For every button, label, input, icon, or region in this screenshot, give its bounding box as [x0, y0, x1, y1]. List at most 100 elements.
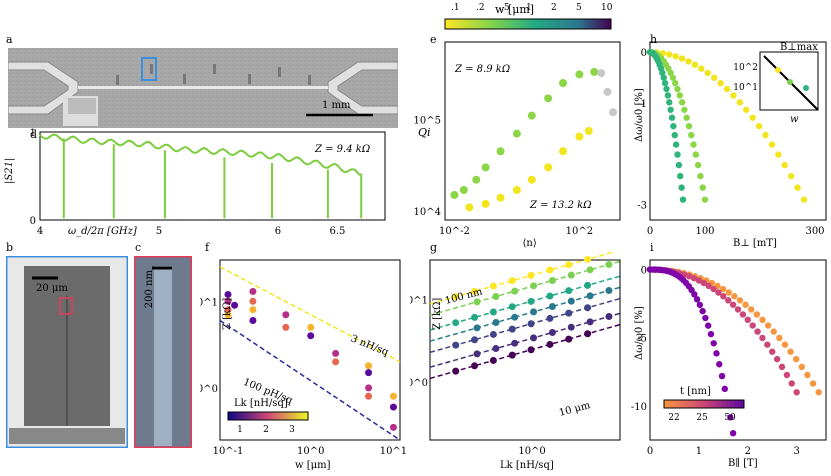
data-point: [249, 317, 257, 325]
data-point: [667, 106, 674, 113]
data-point: [677, 172, 684, 180]
data-point: [715, 289, 722, 296]
data-point: [489, 282, 497, 290]
data-point: [527, 111, 536, 120]
chart-h: 0 100 300 0 -1 -3 B⊥ [mT] Δω/ω0 [%] B⊥max w 10^2 10…: [634, 41, 827, 249]
data-point: [678, 184, 685, 191]
data-point: [559, 78, 568, 87]
data-point: [249, 287, 257, 295]
data-point: [716, 361, 723, 368]
data-point: [459, 185, 468, 194]
data-point: [508, 351, 516, 359]
y-axis-label: Z [kΩ]: [222, 298, 233, 330]
data-point: [661, 79, 669, 87]
inset-y-tick: 10^2: [733, 63, 758, 73]
data-point: [691, 61, 699, 68]
data-point: [307, 332, 315, 340]
data-point: [804, 371, 811, 379]
micrograph-b: [6, 256, 128, 448]
data-point: [676, 92, 683, 99]
data-point: [365, 369, 373, 377]
x-tick-label: 10^0: [518, 446, 545, 457]
data-point: [776, 334, 783, 342]
data-point: [548, 329, 556, 337]
x-tick-label: 6.5: [329, 226, 345, 237]
zoom-box-b: [141, 57, 157, 81]
data-point: [584, 304, 592, 312]
data-point: [530, 334, 538, 342]
plot-frame: [444, 41, 621, 221]
data-point: [727, 414, 734, 421]
inset-title: B⊥max: [780, 42, 818, 53]
colorbar-w-tick: .1: [451, 3, 460, 13]
data-point: [762, 131, 769, 139]
panel-label-c: c: [135, 241, 142, 254]
data-point: [492, 293, 500, 301]
data-point: [743, 106, 750, 113]
colorbar-w-tick: 2: [551, 3, 557, 13]
data-point: [696, 301, 704, 309]
data-point: [753, 311, 761, 318]
data-point: [282, 323, 290, 331]
scalebar-b-label: 20 μm: [36, 283, 68, 294]
y-tick-label: -5: [637, 334, 647, 345]
scalebar-c-label: 200 nm: [144, 270, 155, 309]
x-tick-label: 10^2: [566, 226, 593, 237]
colorbar-w: [444, 18, 612, 30]
data-point: [664, 92, 672, 99]
chart-d: 4 5 6 6.5 0 1 ω_d/2π [GHz] |S21| Z = 9.4 kΩ: [4, 128, 386, 237]
data-point: [565, 287, 573, 295]
data-point: [548, 303, 556, 311]
data-point: [452, 319, 460, 327]
x-tick-label: 10^-1: [213, 446, 244, 457]
data-point: [690, 141, 697, 148]
data-point: [471, 362, 479, 370]
inset-x-label: w: [790, 114, 799, 125]
data-point: [496, 193, 505, 202]
colorbar-w-tick: 10: [601, 3, 613, 13]
y-tick-label: 10^4: [414, 207, 441, 218]
legend-title: Lk [nH/sq]: [234, 398, 288, 409]
y-axis-label: |S21|: [4, 158, 15, 184]
data-point: [754, 328, 761, 335]
x-axis-label: B∥ [T]: [728, 457, 758, 469]
data-point: [672, 141, 680, 148]
data-point: [567, 297, 575, 305]
data-point: [548, 277, 556, 285]
data-point: [530, 308, 538, 316]
colorbar-w-title: w [μm]: [495, 3, 535, 16]
x-tick-label: 6: [275, 226, 281, 237]
data-point: [800, 196, 808, 203]
data-point: [609, 108, 618, 117]
data-point: [249, 306, 257, 314]
data-point: [450, 190, 459, 199]
x-tick-label: 100: [695, 226, 714, 237]
data-point: [721, 385, 728, 393]
inset-point: [775, 67, 781, 73]
data-point: [720, 293, 727, 300]
data-point: [699, 184, 706, 191]
data-point: [685, 122, 693, 130]
data-point: [307, 323, 315, 331]
data-point: [512, 185, 521, 194]
data-point: [586, 318, 594, 326]
data-point: [769, 348, 776, 355]
data-point: [605, 313, 613, 321]
panel-label-h: h: [650, 33, 658, 46]
data-point: [565, 261, 573, 269]
inset-point: [803, 85, 809, 91]
data-point: [669, 74, 677, 81]
data-point: [672, 53, 679, 60]
data-point: [739, 311, 747, 318]
annotation: Z = 13.2 kΩ: [529, 200, 591, 211]
data-point: [781, 161, 788, 169]
data-point: [527, 320, 535, 328]
data-point: [666, 51, 673, 58]
x-tick-label: 10^-2: [439, 226, 470, 237]
data-point: [798, 363, 805, 371]
data-point: [365, 362, 373, 370]
data-point: [489, 308, 497, 316]
data-point: [389, 423, 397, 431]
data-point: [748, 306, 755, 313]
